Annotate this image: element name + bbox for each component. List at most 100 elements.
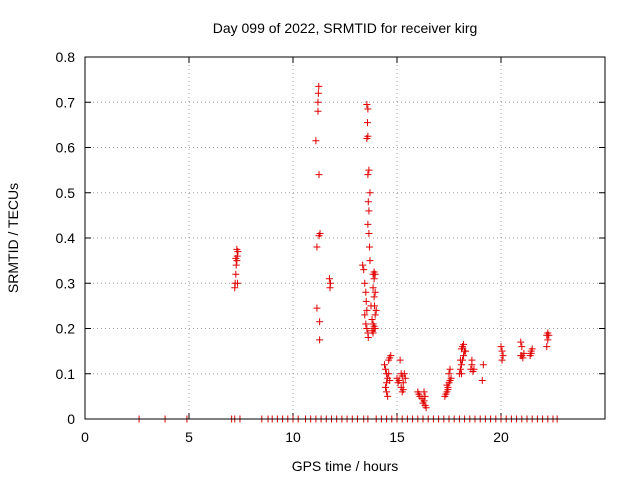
data-point	[422, 404, 430, 412]
x-axis-label: GPS time / hours	[292, 458, 399, 474]
data-point	[232, 261, 240, 269]
data-point	[420, 388, 428, 396]
data-point	[445, 370, 453, 378]
x-tick-label: 20	[493, 429, 509, 445]
data-point	[313, 304, 321, 312]
data-point	[371, 311, 379, 319]
data-point	[382, 383, 390, 391]
data-point	[362, 288, 370, 296]
data-point	[518, 343, 526, 351]
plot-frame	[84, 56, 606, 420]
y-tick-label: 0.2	[56, 321, 76, 337]
data-point	[363, 119, 371, 127]
data-point	[371, 288, 379, 296]
data-point	[314, 98, 322, 106]
data-point	[382, 365, 390, 373]
data-point	[362, 320, 370, 328]
y-tick-label: 0.3	[56, 275, 76, 291]
data-point	[371, 270, 379, 278]
data-point	[359, 261, 367, 269]
data-point	[457, 361, 465, 369]
data-point	[385, 370, 393, 378]
data-point	[314, 107, 322, 115]
data-point	[543, 343, 551, 351]
data-point	[365, 207, 373, 215]
data-point	[395, 377, 403, 385]
y-tick-label: 0	[67, 411, 75, 427]
data-point	[325, 275, 333, 283]
y-axis-label: SRMTID / TECUs	[5, 183, 21, 293]
data-point	[364, 220, 372, 228]
x-tick-label: 5	[185, 429, 193, 445]
y-tick-label: 0.6	[56, 140, 76, 156]
data-point	[497, 343, 505, 351]
data-point	[400, 370, 408, 378]
data-point	[232, 270, 240, 278]
data-point	[365, 166, 373, 174]
data-point	[366, 257, 374, 265]
x-tick-labels: 0 5 10 15 20	[81, 429, 509, 445]
data-point	[478, 377, 486, 385]
data-point	[460, 352, 468, 360]
data-point	[363, 306, 371, 314]
data-point	[517, 352, 525, 360]
data-point	[315, 232, 323, 240]
data-point	[313, 243, 321, 251]
data-point	[443, 381, 451, 389]
data-points	[135, 82, 561, 423]
data-point	[528, 345, 536, 353]
data-point	[363, 325, 371, 332]
data-point	[363, 101, 371, 109]
data-point	[312, 137, 320, 145]
data-point	[479, 361, 487, 369]
y-tick-label: 0.1	[56, 366, 76, 382]
data-point	[498, 356, 506, 364]
data-point	[384, 392, 392, 400]
data-point	[462, 347, 470, 355]
data-point	[381, 361, 389, 369]
data-point	[364, 105, 372, 113]
data-point	[499, 352, 507, 360]
data-point	[326, 284, 334, 292]
y-tick-label: 0.7	[56, 94, 76, 110]
data-point	[444, 386, 452, 394]
data-point	[419, 399, 427, 407]
data-point	[370, 322, 378, 330]
y-tick-label: 0.4	[56, 230, 76, 246]
grid-lines	[85, 57, 605, 419]
data-point	[396, 356, 404, 364]
data-point	[399, 379, 407, 387]
data-point	[457, 370, 465, 378]
data-point	[368, 315, 376, 323]
data-point	[399, 386, 407, 394]
data-point	[316, 318, 324, 326]
data-point	[315, 82, 323, 90]
data-point	[460, 340, 468, 348]
data-point	[360, 266, 368, 274]
y-tick-labels: 0 0.1 0.2 0.3 0.4 0.5 0.6 0.7 0.8	[56, 49, 76, 427]
data-point	[543, 331, 551, 339]
data-point	[370, 275, 378, 283]
data-point	[456, 365, 464, 373]
x-tick-label: 15	[389, 429, 405, 445]
data-point	[233, 279, 241, 287]
data-point	[401, 374, 409, 382]
data-point	[446, 365, 454, 373]
data-point	[369, 284, 377, 292]
y-tick-label: 0.8	[56, 49, 76, 65]
data-point	[421, 392, 429, 400]
data-point	[361, 311, 369, 319]
data-point	[447, 374, 455, 382]
data-point	[361, 279, 369, 287]
data-point	[386, 377, 394, 385]
data-point	[316, 336, 324, 344]
data-point	[498, 347, 506, 355]
data-point	[372, 306, 380, 314]
data-point	[387, 352, 395, 360]
x-tick-label: 10	[285, 429, 301, 445]
data-point	[544, 336, 552, 344]
data-point	[365, 229, 373, 237]
data-point	[364, 334, 372, 342]
data-point	[315, 171, 323, 179]
